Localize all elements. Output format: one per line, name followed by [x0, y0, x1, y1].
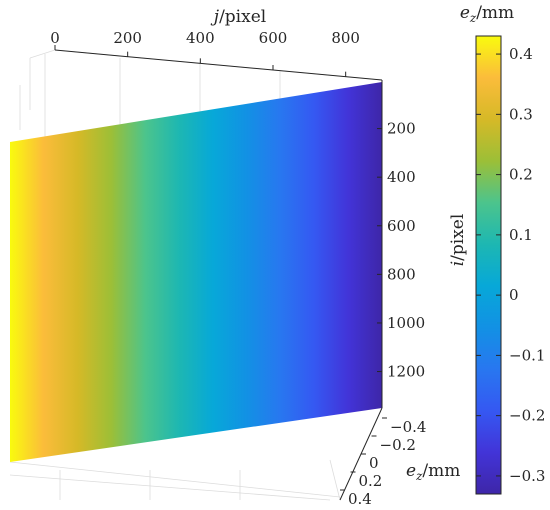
y-tick-label: 1000 — [387, 314, 425, 332]
x-tick-label: 800 — [331, 29, 360, 47]
x-axis-label: j/pixel — [210, 7, 266, 27]
x-tick-label: 200 — [113, 29, 142, 47]
colorbar-tick-label: 0.3 — [509, 105, 533, 123]
colorbar-tick-label: 0 — [509, 286, 519, 304]
colorbar — [475, 35, 502, 495]
x-tick-label: 600 — [259, 29, 288, 47]
colorbar-tick-label: 0.2 — [509, 166, 533, 184]
z-axis-ticks: −0.4−0.200.20.4 — [340, 417, 426, 508]
grid-line — [9, 461, 341, 498]
z-tick-label: 0.4 — [348, 490, 372, 508]
surface-plot — [10, 82, 382, 462]
z-tick-label: 0 — [369, 454, 379, 472]
colorbar-tick-label: −0.1 — [509, 346, 545, 364]
z-tick-label: −0.4 — [390, 418, 426, 436]
y-tick-label: 600 — [387, 217, 416, 235]
y-tick-label: 1200 — [387, 363, 425, 381]
y-tick-label: 400 — [387, 168, 416, 186]
x-axis-line — [54, 49, 383, 81]
grid-line — [329, 459, 341, 501]
y-axis-label: i/pixel — [448, 214, 468, 267]
x-tick-label: 400 — [186, 29, 215, 47]
colorbar-tick-label: −0.3 — [509, 467, 545, 485]
y-axis-ticks: 200 400 600 800 1000 1200 — [377, 120, 425, 381]
z-tick-label: −0.2 — [380, 436, 416, 454]
grid-line — [9, 474, 331, 501]
y-tick-label: 800 — [387, 265, 416, 283]
y-tick-label: 200 — [387, 120, 416, 138]
colorbar-tick-label: 0.4 — [509, 45, 533, 63]
colorbar-label: ez/mm — [460, 3, 514, 25]
colorbar-ticks: 0.4 0.3 0.2 0.1 0 −0.1 −0.2 −0.3 — [476, 45, 545, 485]
z-axis-label: ez/mm — [406, 461, 460, 483]
z-tick-label: 0.2 — [359, 472, 383, 490]
colorbar-tick-label: 0.1 — [509, 226, 533, 244]
grid-line — [29, 49, 56, 59]
x-tick-label: 0 — [50, 29, 60, 47]
x-axis-ticks: 0 200 400 600 800 — [50, 29, 360, 77]
colorbar-tick-label: −0.2 — [509, 407, 545, 425]
